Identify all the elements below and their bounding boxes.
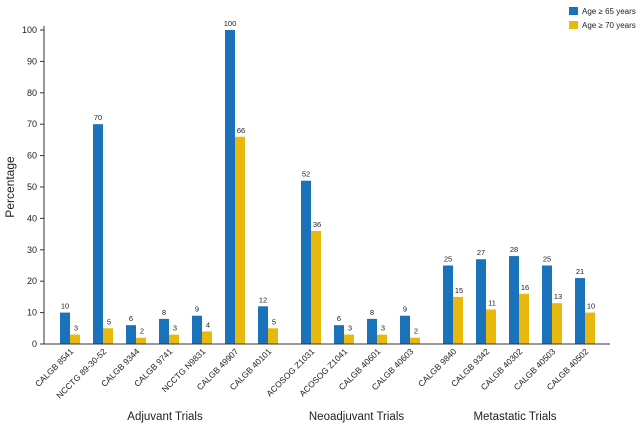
bar-age-70: [344, 334, 354, 344]
bar-age-65: [476, 259, 486, 344]
bar-age-65: [301, 180, 311, 344]
y-tick-label: 10: [27, 308, 37, 318]
data-label-age-70: 2: [414, 327, 418, 336]
bar-age-65: [192, 315, 202, 344]
legend-swatch: [569, 7, 578, 15]
y-tick-label: 40: [27, 213, 37, 223]
bar-age-70: [453, 296, 463, 344]
bar-age-70: [410, 337, 420, 344]
bar-age-70: [268, 328, 278, 344]
bar-age-65: [509, 256, 519, 344]
bar-age-70: [70, 334, 80, 344]
bar-age-70: [202, 331, 212, 344]
bar-age-65: [367, 318, 377, 344]
bar-age-70: [311, 230, 321, 344]
data-label-age-70: 2: [140, 327, 144, 336]
data-label-age-70: 13: [554, 292, 562, 301]
data-label-age-70: 3: [381, 324, 385, 333]
y-tick-label: 30: [27, 245, 37, 255]
data-label-age-65: 28: [510, 245, 518, 254]
legend: Age ≥ 65 years Age ≥ 70 years: [569, 7, 636, 30]
data-label-age-65: 100: [224, 19, 237, 28]
y-tick-label: 80: [27, 88, 37, 98]
y-axis-label: Percentage: [3, 156, 17, 218]
data-label-age-65: 52: [302, 170, 310, 179]
y-tick-label: 20: [27, 276, 37, 286]
bar-age-65: [443, 265, 453, 344]
data-label-age-65: 6: [337, 314, 341, 323]
data-label-age-65: 9: [403, 305, 407, 314]
bar-age-70: [377, 334, 387, 344]
data-label-age-70: 16: [521, 283, 529, 292]
data-label-age-65: 27: [477, 248, 485, 257]
legend-label: Age ≥ 70 years: [582, 21, 636, 30]
data-label-age-65: 9: [195, 305, 199, 314]
data-label-age-70: 4: [206, 320, 210, 329]
group-label: Metastatic Trials: [473, 411, 556, 423]
bar-age-65: [258, 306, 268, 344]
bar-age-70: [552, 303, 562, 344]
group-label: Adjuvant Trials: [127, 411, 203, 423]
bar-age-65: [334, 325, 344, 344]
data-label-age-65: 70: [94, 113, 102, 122]
bar-age-65: [542, 265, 552, 344]
data-label-age-70: 5: [107, 317, 111, 326]
legend-label: Age ≥ 65 years: [582, 7, 636, 16]
legend-swatch: [569, 21, 578, 29]
data-label-age-70: 3: [348, 324, 352, 333]
bar-age-70: [103, 328, 113, 344]
group-label: Neoadjuvant Trials: [309, 411, 404, 423]
data-label-age-70: 3: [173, 324, 177, 333]
bar-age-70: [486, 309, 496, 344]
x-axis: Adjuvant Trials Neoadjuvant Trials Metasta…: [33, 343, 610, 423]
bar-age-65: [60, 312, 70, 344]
data-label-age-65: 6: [129, 314, 133, 323]
y-axis: 0 10 20 30 40 50 60 70 80 90 100: [22, 25, 45, 349]
bar-age-65: [400, 315, 410, 344]
data-label-age-70: 11: [488, 298, 496, 307]
bar-age-65: [225, 30, 235, 344]
y-tick-label: 100: [22, 25, 37, 35]
data-label-age-70: 36: [313, 220, 321, 229]
data-label-age-65: 25: [444, 255, 452, 264]
y-tick-label: 70: [27, 119, 37, 129]
y-tick-label: 90: [27, 56, 37, 66]
data-label-age-70: 5: [272, 317, 276, 326]
bar-age-70: [235, 136, 245, 344]
data-label-age-65: 10: [61, 302, 69, 311]
y-tick-label: 50: [27, 182, 37, 192]
bar-age-70: [519, 293, 529, 344]
data-label-age-65: 21: [576, 267, 584, 276]
data-label-age-65: 12: [259, 295, 267, 304]
data-label-age-65: 25: [543, 255, 551, 264]
bar-age-65: [126, 325, 136, 344]
bar-age-70: [136, 337, 146, 344]
y-tick-label: 0: [32, 339, 37, 349]
data-label-age-70: 3: [74, 324, 78, 333]
bar-age-70: [169, 334, 179, 344]
data-label-age-70: 66: [237, 126, 245, 135]
bar-age-65: [93, 124, 103, 344]
y-tick-label: 60: [27, 151, 37, 161]
bar-age-65: [575, 278, 585, 344]
bar-age-65: [159, 318, 169, 344]
data-label-age-65: 8: [162, 308, 166, 317]
bar-age-70: [585, 312, 595, 344]
data-label-age-70: 10: [587, 302, 595, 311]
data-label-age-70: 15: [455, 286, 463, 295]
data-label-age-65: 8: [370, 308, 374, 317]
